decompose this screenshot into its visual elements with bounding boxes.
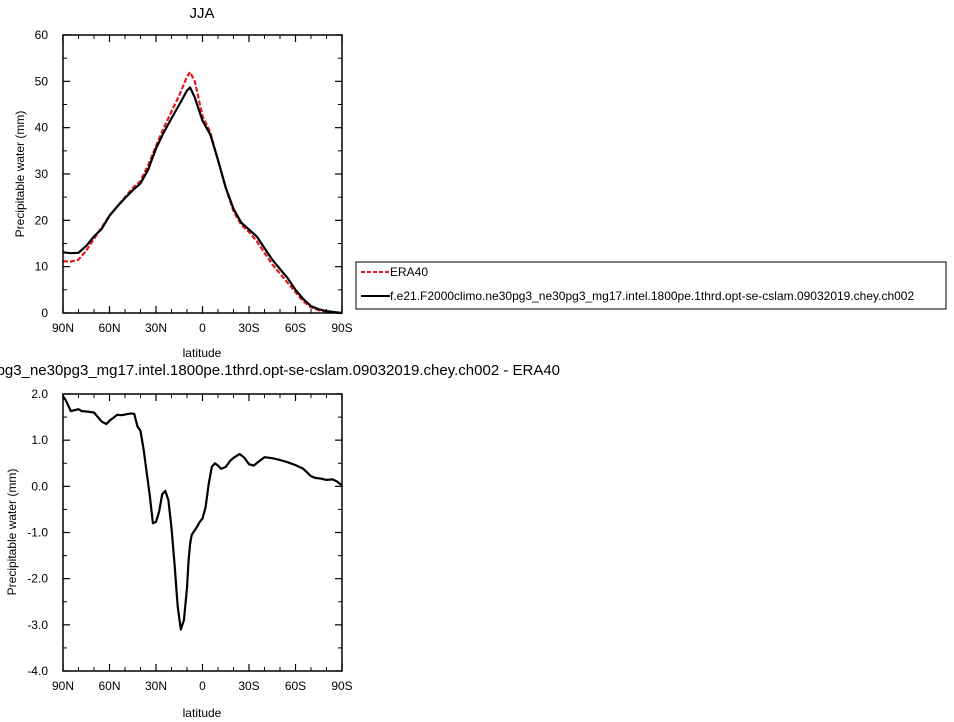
top-series-line-0 — [62, 70, 343, 315]
bottom-x-tick-label: 90S — [331, 679, 352, 693]
bottom-chart-panel: f.e21.F2000climo.ne30pg3_ne30pg3_mg17.in… — [0, 362, 560, 720]
top-chart-panel: JJA Precipitable water (mm) latitude 90N… — [13, 5, 353, 360]
top-x-tick-label: 90S — [331, 321, 352, 335]
top-x-tick-label: 0 — [199, 321, 206, 335]
top-y-tick-label: 40 — [35, 121, 49, 135]
top-y-tick-label: 10 — [35, 260, 49, 274]
bottom-y-tick-label: -4.0 — [27, 664, 48, 678]
top-x-tick-label: 60N — [98, 321, 120, 335]
top-x-tick-label: 30S — [238, 321, 259, 335]
top-y-axis-label: Precipitable water (mm) — [13, 111, 27, 238]
bottom-x-tick-label: 0 — [199, 679, 206, 693]
top-y-tick-label: 50 — [35, 74, 49, 88]
bottom-chart-title: f.e21.F2000climo.ne30pg3_ne30pg3_mg17.in… — [0, 362, 560, 379]
bottom-y-tick-label: -1.0 — [27, 526, 48, 540]
bottom-y-tick-label: -3.0 — [27, 618, 48, 632]
top-series-lines — [62, 70, 343, 315]
top-plot-frame — [62, 34, 343, 314]
bottom-x-tick-label: 60S — [285, 679, 306, 693]
top-y-tick-label: 0 — [41, 306, 48, 320]
top-y-tick-label: 60 — [35, 28, 49, 42]
bottom-x-axis-label: latitude — [183, 706, 222, 720]
bottom-x-tick-label: 90N — [52, 679, 74, 693]
bottom-x-tick-label: 30N — [145, 679, 167, 693]
top-x-tick-label: 30N — [145, 321, 167, 335]
bottom-y-tick-label: -2.0 — [27, 572, 48, 586]
top-series-line-1 — [62, 86, 343, 315]
top-x-tick-label: 90N — [52, 321, 74, 335]
bottom-x-tick-label: 60N — [98, 679, 120, 693]
bottom-y-tick-label: 2.0 — [31, 387, 48, 401]
top-x-tick-label: 60S — [285, 321, 306, 335]
legend-label-model: f.e21.F2000climo.ne30pg3_ne30pg3_mg17.in… — [390, 289, 914, 303]
top-y-tick-label: 30 — [35, 167, 49, 181]
top-x-axis-label: latitude — [183, 346, 222, 360]
legend: ERA40 f.e21.F2000climo.ne30pg3_ne30pg3_m… — [355, 261, 947, 310]
bottom-y-axis-label: Precipitable water (mm) — [5, 469, 19, 596]
bottom-y-tick-label: 1.0 — [31, 433, 48, 447]
legend-label-era40: ERA40 — [390, 265, 428, 279]
bottom-y-tick-label: 0.0 — [31, 479, 48, 493]
bottom-plot-frame — [62, 393, 343, 672]
bottom-series-lines — [62, 395, 343, 631]
bottom-series-line-0 — [62, 395, 343, 631]
bottom-x-tick-label: 30S — [238, 679, 259, 693]
top-axis-ticks: 90N 60N 30N 0 30S 60S 90S 0 10 20 30 40 50 60 — [35, 28, 353, 335]
top-y-tick-label: 20 — [35, 213, 49, 227]
top-chart-title: JJA — [189, 5, 214, 22]
legend-box — [355, 261, 947, 310]
